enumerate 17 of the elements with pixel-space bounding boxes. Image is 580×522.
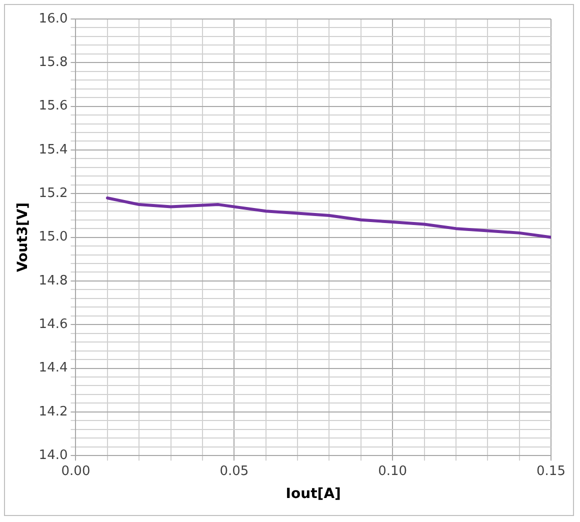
x-tick-label: 0.00 [61,464,90,479]
y-tick-label: 15.2 [38,186,68,202]
y-axis-title: Vout3[V] [15,202,32,272]
y-tick-label: 15.0 [38,230,68,245]
y-tick-label: 14.8 [38,273,68,288]
y-tick-label: 16.0 [38,11,68,26]
y-tick-label: 14.0 [38,448,68,463]
y-tick-label: 15.6 [38,98,68,114]
x-axis-title: Iout[A] [286,486,341,502]
y-tick-label: 14.6 [38,316,68,332]
y-tick-label: 15.4 [38,142,68,158]
x-tick-label: 0.05 [220,464,249,479]
y-tick-label: 14.4 [38,360,68,376]
x-tick-label: 0.15 [536,464,566,479]
y-tick-label: 14.2 [38,404,68,420]
y-tick-label: 15.8 [38,55,68,70]
x-tick-label: 0.10 [378,464,408,479]
